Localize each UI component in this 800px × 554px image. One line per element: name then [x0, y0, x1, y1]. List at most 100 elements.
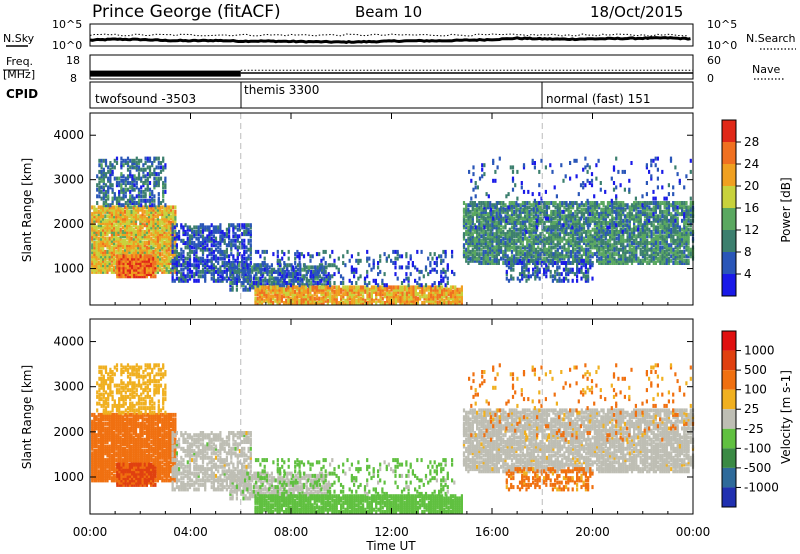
power-cell — [131, 163, 134, 168]
power-cell — [282, 301, 286, 305]
power-cell — [116, 267, 119, 272]
power-cell — [102, 227, 105, 232]
power-cell — [478, 232, 481, 237]
power-cell — [580, 214, 583, 219]
power-cell — [139, 229, 142, 234]
power-cell — [141, 256, 144, 261]
power-cell — [287, 256, 290, 261]
power-cell — [102, 185, 105, 190]
power-cell — [201, 245, 205, 250]
power-cell — [152, 274, 155, 279]
power-cell — [491, 221, 494, 225]
power-cell — [598, 241, 601, 245]
power-cell — [119, 258, 122, 263]
power-cell — [197, 258, 200, 263]
cpid-panel: CPID twofsound -3503 themis 3300 normal … — [6, 81, 694, 109]
power-cell — [335, 285, 338, 290]
power-cell — [265, 298, 268, 303]
power-cell — [298, 287, 301, 292]
power-cell — [454, 296, 457, 301]
power-cell — [126, 216, 129, 221]
power-cell — [412, 285, 415, 290]
power-cell — [357, 289, 360, 294]
power-cell — [235, 272, 238, 277]
power-cell — [401, 296, 404, 301]
power-cell — [532, 205, 535, 210]
power-cell — [323, 269, 326, 274]
nave-tick-bottom: 0 — [707, 72, 714, 85]
power-cell — [110, 247, 113, 252]
power-cell — [596, 232, 599, 237]
power-cell — [569, 225, 572, 230]
power-cell — [118, 272, 121, 277]
power-cell — [186, 274, 189, 279]
power-cell — [172, 212, 175, 217]
power-cell — [537, 238, 540, 243]
power-cell — [596, 223, 599, 228]
power-cell — [134, 209, 138, 214]
power-cell — [372, 298, 376, 303]
power-cell — [135, 161, 138, 165]
power-cell — [552, 254, 555, 259]
power-cell — [234, 232, 237, 237]
power-cell — [318, 267, 322, 272]
power-cell — [264, 283, 267, 288]
power-cell — [606, 214, 610, 219]
power-cell — [598, 247, 601, 252]
power-cell — [120, 272, 123, 277]
power-cell — [563, 214, 566, 219]
power-cell — [113, 247, 116, 252]
power-cell — [429, 261, 432, 265]
power-cell — [148, 169, 152, 174]
power-cell — [292, 276, 295, 281]
power-cell — [600, 236, 603, 241]
power-cell — [172, 205, 175, 210]
power-cell — [113, 269, 116, 274]
power-cell — [321, 269, 324, 274]
power-cell — [554, 243, 557, 248]
power-cell — [502, 216, 505, 221]
power-cell — [146, 158, 149, 163]
power-cell — [165, 227, 168, 232]
power-cell — [191, 274, 194, 279]
power-cell — [359, 285, 362, 290]
power-cell — [221, 278, 224, 283]
power-cell — [274, 294, 277, 299]
power-cell — [261, 298, 264, 303]
power-cell — [289, 285, 292, 290]
power-cell — [143, 267, 146, 272]
power-cell — [214, 238, 218, 243]
power-cell — [617, 261, 620, 265]
power-cell — [285, 287, 288, 292]
power-cell — [508, 245, 511, 250]
power-cell — [545, 252, 548, 257]
power-cell — [285, 274, 288, 279]
power-cell — [302, 276, 306, 281]
power-cell — [355, 269, 358, 274]
power-cell — [565, 214, 568, 219]
power-cell — [201, 229, 205, 234]
power-cell — [611, 258, 614, 263]
power-cell — [121, 249, 124, 254]
power-cell — [604, 236, 607, 241]
power-cell — [469, 229, 472, 234]
power-cell — [117, 247, 120, 252]
power-cell — [172, 254, 175, 259]
power-cell — [283, 274, 287, 279]
power-cell — [412, 301, 415, 305]
power-cell — [241, 258, 244, 263]
power-cell — [161, 232, 164, 237]
power-cell — [257, 265, 260, 270]
power-cell — [113, 261, 116, 265]
power-cell — [622, 252, 625, 257]
power-cell — [471, 212, 474, 217]
power-cell — [193, 249, 196, 254]
power-cell — [201, 258, 205, 263]
power-cell — [249, 278, 252, 283]
power-cell — [337, 285, 340, 290]
power-cell — [543, 241, 546, 245]
power-cell — [97, 241, 100, 245]
power-cell — [97, 229, 100, 234]
power-cell — [118, 258, 121, 263]
power-cell — [482, 254, 485, 259]
